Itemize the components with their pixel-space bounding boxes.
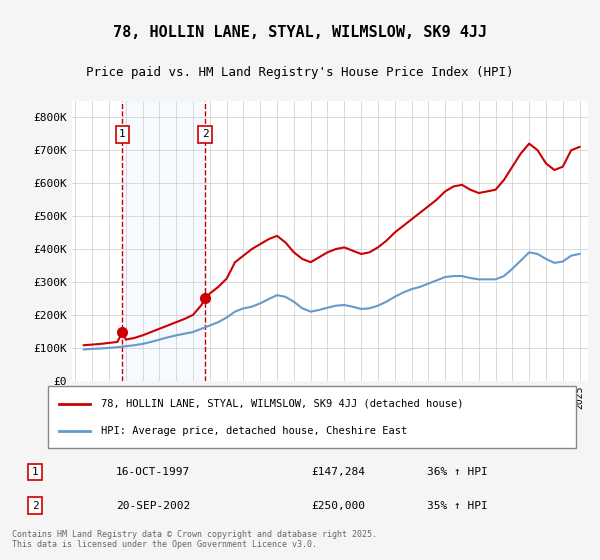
Text: 2: 2 [32,501,38,511]
Text: £147,284: £147,284 [311,467,365,477]
Text: Price paid vs. HM Land Registry's House Price Index (HPI): Price paid vs. HM Land Registry's House … [86,66,514,78]
Text: 2: 2 [202,129,208,139]
Bar [122,101,205,381]
Text: 20-SEP-2002: 20-SEP-2002 [116,501,190,511]
Text: HPI: Average price, detached house, Cheshire East: HPI: Average price, detached house, Ches… [101,426,407,436]
Text: 1: 1 [32,467,38,477]
FancyBboxPatch shape [48,386,576,448]
Text: 1: 1 [119,129,125,139]
Text: 78, HOLLIN LANE, STYAL, WILMSLOW, SK9 4JJ: 78, HOLLIN LANE, STYAL, WILMSLOW, SK9 4J… [113,25,487,40]
Text: Contains HM Land Registry data © Crown copyright and database right 2025.
This d: Contains HM Land Registry data © Crown c… [12,530,377,549]
Text: 36% ↑ HPI: 36% ↑ HPI [427,467,487,477]
Text: 16-OCT-1997: 16-OCT-1997 [116,467,190,477]
Text: £250,000: £250,000 [311,501,365,511]
Text: 35% ↑ HPI: 35% ↑ HPI [427,501,487,511]
Text: 78, HOLLIN LANE, STYAL, WILMSLOW, SK9 4JJ (detached house): 78, HOLLIN LANE, STYAL, WILMSLOW, SK9 4J… [101,399,463,409]
